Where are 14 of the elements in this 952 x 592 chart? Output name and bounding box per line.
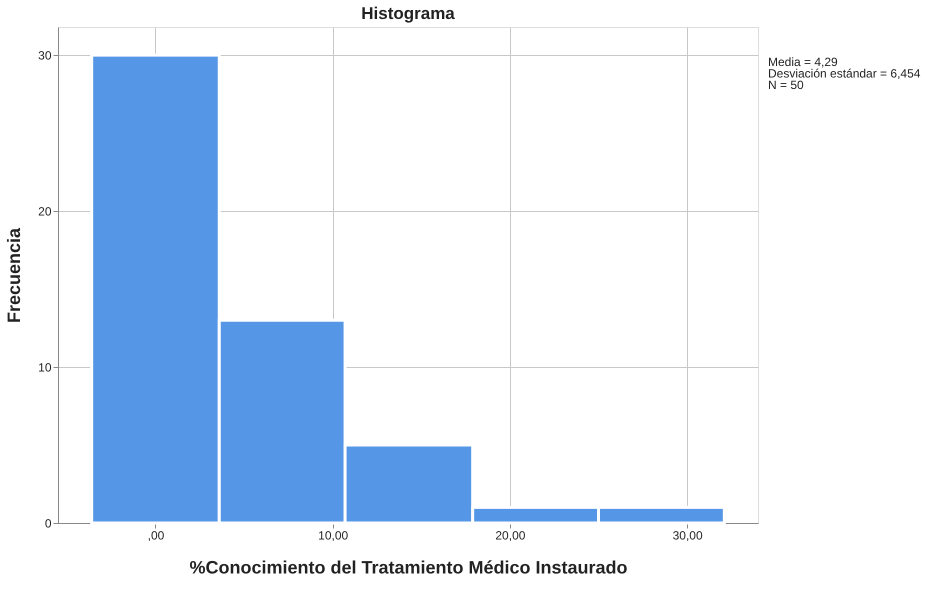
- y-tick-label: 0: [44, 516, 52, 530]
- x-tick-label: 30,00: [672, 528, 703, 542]
- x-tick-label: ,00: [148, 528, 165, 542]
- x-tick-label: 20,00: [495, 528, 526, 542]
- text: Media = 4,29: [768, 55, 838, 69]
- x-tick-label: 10,00: [318, 528, 349, 542]
- y-tick-label: 10: [38, 360, 52, 375]
- chart-title: Histograma: [361, 4, 456, 23]
- x-axis-title: %Conocimiento del Tratamiento Médico Instaurado: [189, 558, 628, 578]
- text: N = 50: [768, 78, 804, 92]
- text: Desviación estándar = 6,454: [768, 66, 921, 80]
- y-tick-label: 30: [38, 48, 52, 63]
- y-tick-label: 20: [38, 204, 52, 219]
- y-axis-title: Frecuencia: [4, 226, 24, 324]
